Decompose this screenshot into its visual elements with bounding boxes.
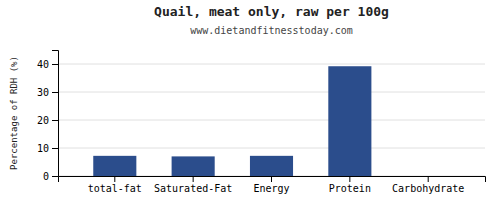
tick-mark	[52, 64, 58, 65]
grid-line	[58, 64, 485, 65]
tick-label: 20	[37, 115, 49, 126]
tick-mark	[271, 176, 272, 182]
tick-label: Protein	[329, 183, 371, 194]
tick-label: 40	[37, 59, 49, 70]
tick: 20	[37, 115, 58, 126]
tick-label: 10	[37, 143, 49, 154]
tick-mark	[52, 92, 58, 93]
plot: total-fat Saturated-Fat Energy Protein Carbo…	[37, 51, 486, 195]
grid-line	[58, 120, 485, 121]
tick: Protein	[329, 176, 371, 194]
tick: Energy	[253, 176, 289, 194]
tick-label: Energy	[253, 183, 289, 194]
tick: 30	[37, 87, 58, 98]
tick-label: Saturated-Fat	[154, 183, 232, 194]
axis-line	[52, 51, 59, 177]
grid-line	[58, 92, 485, 93]
tick: Saturated-Fat	[154, 176, 232, 194]
tick: 10	[37, 143, 58, 154]
x-axis: total-fat Saturated-Fat Energy Protein Carbo…	[59, 176, 486, 194]
axis-line	[59, 177, 486, 183]
tick-mark	[52, 120, 58, 121]
tick-mark	[52, 176, 58, 177]
tick-label: total-fat	[88, 183, 142, 194]
grid	[58, 64, 485, 176]
bar	[250, 156, 293, 176]
bar	[407, 176, 450, 177]
tick: total-fat	[88, 176, 142, 194]
tick-mark	[114, 176, 115, 182]
bar	[172, 156, 215, 176]
tick-mark	[428, 176, 429, 182]
bar	[328, 66, 371, 176]
tick: Carbohydrate	[392, 176, 464, 194]
tick: 0	[43, 171, 58, 182]
chart: Quail, meat only, raw per 100g www.dietan…	[0, 0, 500, 200]
tick-label: 0	[43, 171, 49, 182]
tick-mark	[349, 176, 350, 182]
title: Quail, meat only, raw per 100g	[154, 4, 389, 19]
tick-label: 30	[37, 87, 49, 98]
y-axis-title: Percentage of RDH (%)	[9, 56, 19, 170]
grid-line	[58, 148, 485, 149]
tick-mark	[193, 176, 194, 182]
subtitle: www.dietandfitnesstoday.com	[190, 25, 353, 36]
bars	[93, 66, 371, 176]
y-axis: 0 10 20 30 40	[37, 51, 59, 182]
tick-label: Carbohydrate	[392, 183, 464, 194]
bar	[93, 156, 136, 176]
tick: 40	[37, 59, 58, 70]
tick-mark	[52, 148, 58, 149]
